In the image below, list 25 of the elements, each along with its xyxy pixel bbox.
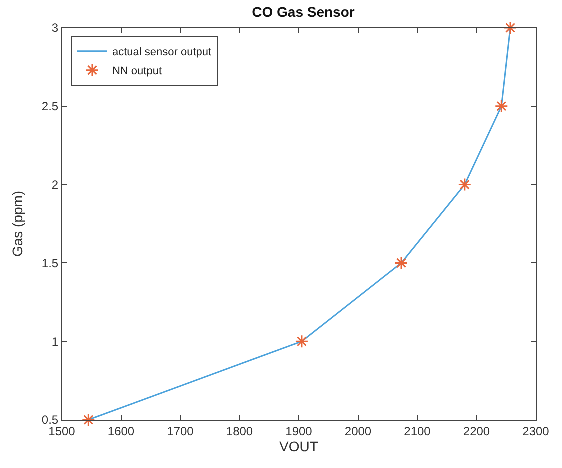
x-tick-label: 1600 [108,424,135,438]
legend-label: actual sensor output [112,46,212,59]
y-tick-label: 1 [52,334,59,349]
x-tick-label: 2200 [463,424,490,438]
x-tick-label: 2300 [522,424,550,438]
line-series [88,28,512,420]
legend-label: NN output [112,66,162,78]
point [458,178,472,192]
point [82,413,96,427]
point [295,334,309,348]
x-axis-title: VOUT [280,438,319,455]
x-tick-label: 2100 [404,424,432,438]
y-tick-label: 2.5 [42,100,59,114]
y-tick-label: 2 [52,178,59,192]
chart-title: CO Gas Sensor [252,4,356,20]
point [494,100,508,114]
x-tick-label: 1900 [286,424,313,438]
y-axis-title: Gas (ppm) [10,190,26,258]
y-tick-label: 3 [52,21,59,36]
point [394,256,408,270]
x-tick-label: 1700 [167,424,194,438]
x-tick-label: 2000 [344,424,372,438]
x-tick-label: 1800 [226,424,254,438]
y-tick-label: 1.5 [42,256,59,270]
point [504,21,518,35]
